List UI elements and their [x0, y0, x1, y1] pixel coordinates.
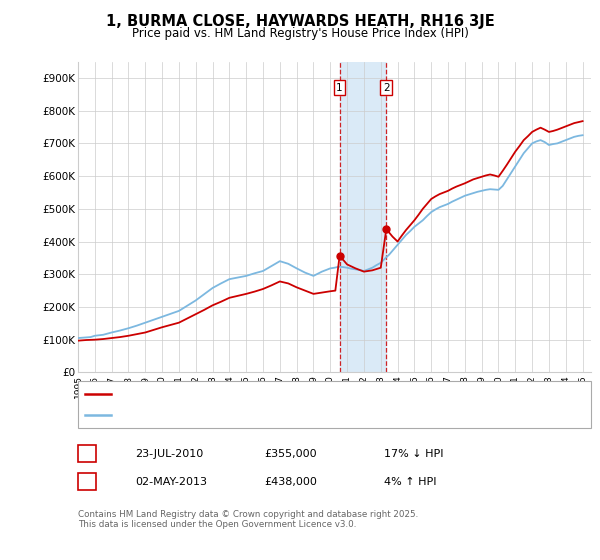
Text: 1, BURMA CLOSE, HAYWARDS HEATH, RH16 3JE (detached house): 1, BURMA CLOSE, HAYWARDS HEATH, RH16 3JE… — [117, 389, 458, 399]
Bar — [340, 62, 386, 372]
Text: 17% ↓ HPI: 17% ↓ HPI — [384, 449, 443, 459]
Text: 1, BURMA CLOSE, HAYWARDS HEATH, RH16 3JE: 1, BURMA CLOSE, HAYWARDS HEATH, RH16 3JE — [106, 14, 494, 29]
Text: 02-MAY-2013: 02-MAY-2013 — [135, 477, 207, 487]
Text: HPI: Average price, detached house, Mid Sussex: HPI: Average price, detached house, Mid … — [117, 410, 368, 420]
Text: £355,000: £355,000 — [264, 449, 317, 459]
Text: 1: 1 — [336, 83, 343, 93]
Text: 4% ↑ HPI: 4% ↑ HPI — [384, 477, 437, 487]
Text: 1: 1 — [83, 449, 91, 459]
Text: 23-JUL-2010: 23-JUL-2010 — [135, 449, 203, 459]
Text: Price paid vs. HM Land Registry's House Price Index (HPI): Price paid vs. HM Land Registry's House … — [131, 27, 469, 40]
Text: Contains HM Land Registry data © Crown copyright and database right 2025.
This d: Contains HM Land Registry data © Crown c… — [78, 510, 418, 529]
Text: 2: 2 — [383, 83, 389, 93]
Text: 2: 2 — [83, 477, 91, 487]
Text: £438,000: £438,000 — [264, 477, 317, 487]
